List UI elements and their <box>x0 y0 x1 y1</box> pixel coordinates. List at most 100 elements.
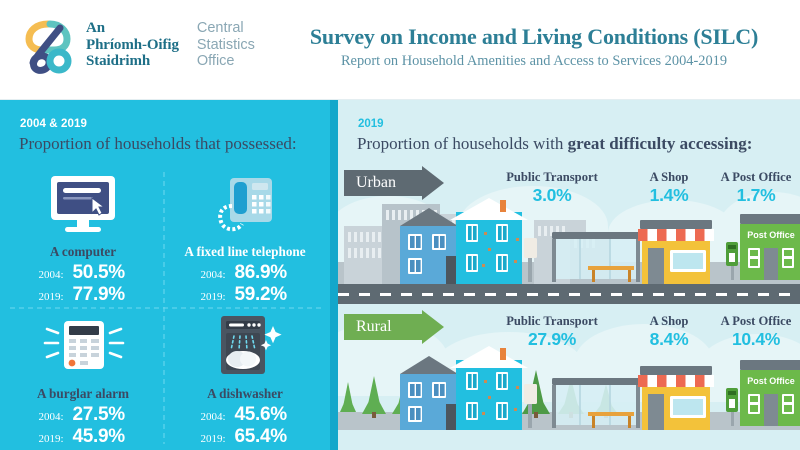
amenity-cell-burglar-alarm: A burglar alarm 2004: 27.5% 2019: 45.9% <box>4 308 162 450</box>
post-office-sign-text: Post Office <box>747 376 795 386</box>
urban-banner-arrow-icon <box>422 166 444 200</box>
stat-value-2019: 77.9% <box>72 284 126 305</box>
stat-row-2019: 2019: 65.4% <box>166 426 324 448</box>
amenity-label-dishwasher: A dishwasher <box>207 386 283 401</box>
urban-stat-post-office: A Post Office 1.7% <box>706 170 800 206</box>
stat-name: A Shop <box>649 314 689 328</box>
amenity-cell-dishwasher: A dishwasher 2004: 45.6% 2019: 65.4% <box>166 308 324 450</box>
road-dashes <box>338 293 800 296</box>
logo-irish-line-3: Staidrimh <box>86 53 151 69</box>
left-panel-year-label: 2004 & 2019 <box>20 118 87 130</box>
logo-irish-line-1: An <box>86 20 105 36</box>
stat-value: 27.9% <box>527 329 577 349</box>
post-office-sign-text: Post Office <box>747 230 795 240</box>
stat-year-label: 2004: <box>200 269 226 281</box>
header-divider <box>0 99 800 100</box>
stat-row-2004: 2004: 45.6% <box>166 404 324 426</box>
shop-icon <box>638 220 714 284</box>
right-panel-heading: Proportion of households with great diff… <box>357 133 752 155</box>
burglar-alarm-icon <box>4 310 162 384</box>
rural-banner-arrow-icon <box>422 310 444 344</box>
grid-horizontal-divider <box>8 307 322 309</box>
urban-stat-shop: A Shop 1.4% <box>626 170 712 206</box>
amenity-label-computer: A computer <box>49 244 117 259</box>
stat-row-2004: 2004: 86.9% <box>166 262 324 284</box>
rural-stat-post-office: A Post Office 10.4% <box>706 314 800 350</box>
logo-english-line-2: Statistics <box>196 36 255 53</box>
bus-stop-icon <box>524 232 640 282</box>
stat-row-2019: 2019: 77.9% <box>4 284 162 306</box>
stat-row-2004: 2004: 27.5% <box>4 404 162 426</box>
urban-road <box>338 284 800 304</box>
stat-name: A Post Office <box>720 314 792 328</box>
amenity-values-burglar-alarm: 2004: 27.5% 2019: 45.9% <box>4 404 162 448</box>
amenity-label-telephone: A fixed line telephone <box>184 244 306 259</box>
title-block: Survey on Income and Living Conditions (… <box>280 24 788 71</box>
urban-banner-label: Urban <box>356 174 396 191</box>
amenity-cell-telephone: A fixed line telephone 2004: 86.9% 2019:… <box>166 166 324 308</box>
stat-year-label: 2004: <box>38 411 64 423</box>
stat-name: Public Transport <box>506 314 598 328</box>
stat-year-label: 2019: <box>38 433 64 445</box>
rural-stat-shop: A Shop 8.4% <box>626 314 712 350</box>
stat-year-label: 2019: <box>200 433 226 445</box>
right-panel: 2019 Proportion of households with great… <box>338 100 800 450</box>
stat-value: 3.0% <box>532 185 572 205</box>
right-panel-heading-bold: great difficulty accessing: <box>567 134 753 153</box>
logo-irish-line-2: Phríomh-Oifig <box>86 36 179 53</box>
rural-stat-public-transport: Public Transport 27.9% <box>476 314 628 350</box>
right-panel-year-label: 2019 <box>358 118 384 130</box>
stat-row-2004: 2004: 50.5% <box>4 262 162 284</box>
stat-value-2019: 59.2% <box>234 284 288 305</box>
rural-scene-row: Post Office Rural Publ <box>338 306 800 450</box>
amenity-values-telephone: 2004: 86.9% 2019: 59.2% <box>166 262 324 306</box>
stat-value: 10.4% <box>731 329 781 349</box>
amenity-label-burglar-alarm: A burglar alarm <box>36 386 130 401</box>
page-title: Survey on Income and Living Conditions (… <box>309 24 759 49</box>
left-panel: 2004 & 2019 Proportion of households tha… <box>0 100 330 450</box>
dishwasher-icon <box>166 310 324 384</box>
amenities-grid: A computer 2004: 50.5% 2019: 77.9% <box>0 166 330 450</box>
stat-year-label: 2004: <box>38 269 64 281</box>
rural-banner-bar <box>344 314 422 340</box>
stat-value-2004: 50.5% <box>72 262 126 283</box>
stat-row-2019: 2019: 45.9% <box>4 426 162 448</box>
amenity-values-dishwasher: 2004: 45.6% 2019: 65.4% <box>166 404 324 448</box>
stat-row-2019: 2019: 59.2% <box>166 284 324 306</box>
amenity-values-computer: 2004: 50.5% 2019: 77.9% <box>4 262 162 306</box>
urban-scene-row: Post Office Urban Publ <box>338 162 800 306</box>
stat-name: A Shop <box>649 170 689 184</box>
urban-houses-icon <box>400 198 528 284</box>
stat-value: 1.7% <box>736 185 776 205</box>
stat-value-2019: 65.4% <box>234 426 288 447</box>
stat-value-2019: 45.9% <box>72 426 126 447</box>
stat-year-label: 2019: <box>200 291 226 303</box>
left-panel-heading: Proportion of households that possessed: <box>19 134 297 153</box>
bus-stop-icon <box>524 378 640 428</box>
stat-name: Public Transport <box>506 170 598 184</box>
cso-logo: An Phríomh-Oifig Staidrimh Central Stati… <box>18 16 255 78</box>
logo-english-line-1: Central <box>196 20 244 36</box>
page-subtitle: Report on Household Amenities and Access… <box>340 53 728 69</box>
logo-english-line-3: Office <box>196 53 235 69</box>
rural-banner-label: Rural <box>356 318 392 335</box>
stat-value-2004: 45.6% <box>234 404 288 425</box>
urban-stat-public-transport: Public Transport 3.0% <box>476 170 628 206</box>
post-office-icon: Post Office <box>726 360 800 426</box>
stat-value: 8.4% <box>649 329 689 349</box>
header: An Phríomh-Oifig Staidrimh Central Stati… <box>0 0 800 100</box>
stat-year-label: 2004: <box>200 411 226 423</box>
urban-banner-bar <box>344 170 422 196</box>
shop-icon <box>638 366 714 430</box>
stat-value-2004: 86.9% <box>234 262 288 283</box>
amenity-cell-computer: A computer 2004: 50.5% 2019: 77.9% <box>4 166 162 308</box>
desktop-computer-icon <box>4 168 162 242</box>
stat-name: A Post Office <box>720 170 792 184</box>
cso-logo-irish-name: An Phríomh-Oifig Staidrimh <box>86 16 179 70</box>
cso-logo-english-name: Central Statistics Office <box>197 16 255 70</box>
panel-divider-strip <box>330 100 338 450</box>
rural-houses-icon <box>400 346 528 430</box>
stat-value: 1.4% <box>649 185 689 205</box>
cso-swirl-logo-icon <box>18 16 80 78</box>
stat-year-label: 2019: <box>38 291 64 303</box>
